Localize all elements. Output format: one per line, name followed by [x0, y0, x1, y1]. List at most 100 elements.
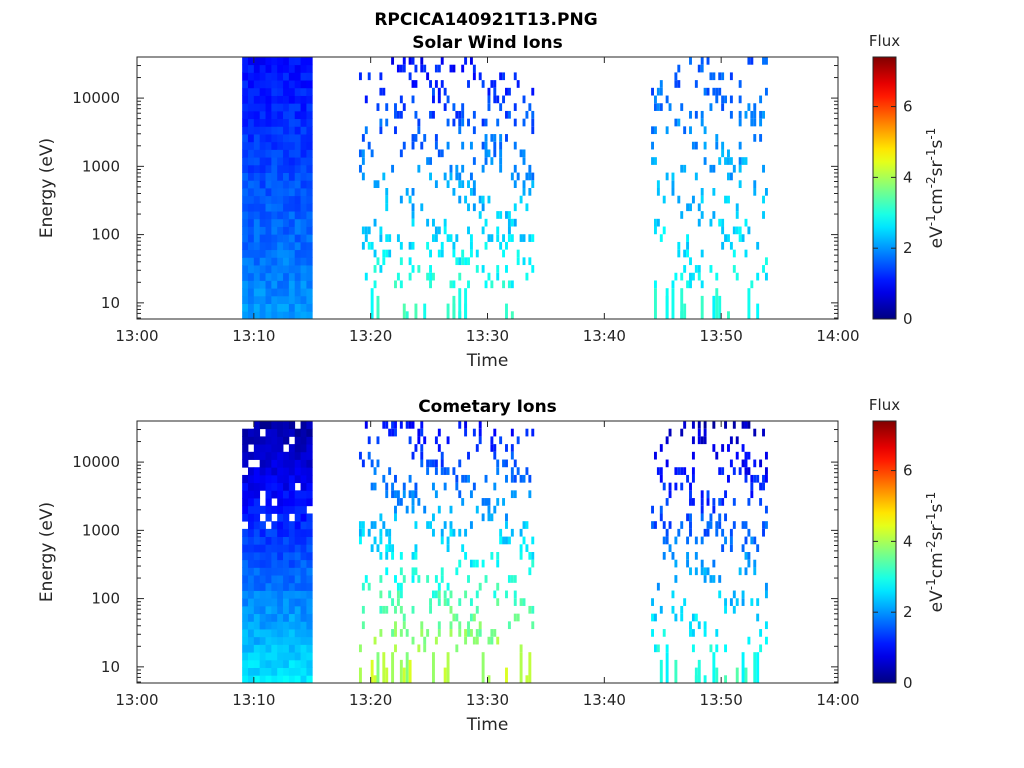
spectrogram-cell	[242, 544, 249, 553]
spectrogram-cell	[306, 87, 313, 96]
spectrogram-cell	[683, 421, 687, 429]
spectrogram-cell	[242, 436, 249, 445]
y-axis-label: Energy (eV)	[37, 138, 57, 238]
spectrogram-cell	[259, 559, 266, 568]
spectrogram-cell	[531, 180, 535, 188]
spectrogram-cell	[429, 80, 432, 88]
spectrogram-cell	[376, 180, 380, 188]
spectrogram-cell	[306, 57, 313, 66]
spectrogram-cell	[764, 467, 768, 475]
spectrogram-cell	[528, 567, 532, 576]
spectrogram-cell	[522, 188, 526, 196]
spectrogram-cell	[277, 280, 284, 289]
spectrogram-cell	[750, 110, 754, 119]
spectrogram-cell	[259, 195, 266, 204]
spectrogram-cell	[469, 249, 473, 258]
spectrogram-cell	[735, 598, 739, 606]
spectrogram-cell	[464, 57, 468, 65]
spectrogram-cell	[522, 257, 526, 266]
spectrogram-cell	[493, 141, 497, 150]
spectrogram-cell	[283, 110, 290, 120]
spectrogram-cell	[277, 172, 284, 181]
spectrogram-cell	[265, 598, 272, 607]
spectrogram-cell	[727, 234, 730, 242]
spectrogram-cell	[516, 613, 520, 622]
spectrogram-cell	[697, 218, 701, 227]
spectrogram-cell	[753, 536, 757, 545]
spectrogram-cell	[528, 552, 532, 560]
spectrogram-cell	[277, 257, 284, 266]
spectrogram-cell	[300, 211, 307, 220]
spectrogram-cell	[461, 141, 465, 150]
spectrogram-cell	[271, 188, 278, 197]
spectrogram-cell	[259, 249, 266, 258]
spectrogram-cell	[499, 72, 503, 81]
spectrogram-cell	[449, 528, 453, 537]
spectrogram-cell	[659, 513, 663, 522]
spectrogram-cell	[306, 567, 313, 576]
spectrogram-cell	[294, 141, 301, 150]
spectrogram-cell	[496, 498, 500, 506]
spectrogram-cell	[426, 521, 430, 529]
spectrogram-cell	[265, 164, 272, 173]
spectrogram-cell	[446, 536, 450, 545]
spectrogram-cell	[259, 157, 266, 166]
spectrogram-cell	[247, 149, 255, 158]
spectrogram-cell	[697, 64, 701, 73]
spectrogram-cell	[391, 164, 395, 173]
spectrogram-cell	[513, 141, 517, 150]
spectrogram-cell	[294, 280, 301, 289]
spectrogram-cell	[680, 272, 684, 281]
spectrogram-cell	[499, 134, 503, 142]
spectrogram-cell	[732, 590, 736, 599]
spectrogram-cell	[759, 118, 763, 127]
spectrogram-cell	[738, 180, 742, 188]
spectrogram-cell	[759, 459, 763, 468]
spectrogram-cell	[423, 303, 427, 319]
spectrogram-cell	[475, 629, 479, 637]
spectrogram-cell	[458, 257, 462, 266]
spectrogram-cell	[680, 467, 684, 475]
spectrogram-cell	[677, 195, 681, 204]
spectrogram-cell	[691, 498, 695, 506]
spectrogram-cell	[399, 605, 403, 614]
colorbar-label-part: -2	[924, 176, 938, 188]
spectrogram-cell	[242, 482, 249, 491]
spectrogram-cell	[700, 513, 704, 522]
spectrogram-cell	[487, 195, 491, 204]
spectrogram-cell	[408, 241, 412, 250]
spectrogram-cell	[288, 280, 296, 289]
spectrogram-cell	[277, 303, 284, 312]
spectrogram-cell	[288, 559, 296, 568]
spectrogram-cell	[253, 103, 261, 112]
spectrogram-cell	[288, 157, 296, 166]
spectrogram-cell	[519, 652, 523, 683]
colorbar-title: Flux	[869, 396, 900, 414]
spectrogram-cell	[674, 613, 678, 622]
spectrogram-cell	[414, 80, 418, 88]
spectrogram-cell	[510, 528, 514, 537]
spectrogram-cell	[259, 103, 266, 112]
spectrogram-cell	[513, 180, 517, 188]
spectrogram-cell	[300, 513, 307, 522]
spectrogram-cell	[259, 87, 266, 96]
spectrogram-cell	[762, 474, 765, 483]
spectrogram-cell	[732, 498, 736, 506]
spectrogram-cell	[472, 188, 476, 196]
spectrogram-cell	[294, 552, 301, 561]
spectrogram-cell	[283, 474, 290, 484]
spectrogram-cell	[247, 528, 255, 537]
spectrogram-cell	[247, 126, 255, 135]
spectrogram-cell	[288, 118, 296, 127]
x-tick-label: 13:40	[583, 327, 626, 345]
spectrogram-cell	[484, 474, 488, 483]
spectrogram-cell	[394, 575, 397, 583]
spectrogram-cell	[531, 118, 535, 127]
spectrogram-cell	[694, 110, 698, 119]
spectrogram-cell	[651, 87, 654, 96]
spectrogram-cell	[741, 590, 745, 599]
spectrogram-cell	[458, 559, 462, 568]
spectrogram-cell	[271, 249, 278, 258]
spectrogram-cell	[394, 605, 397, 614]
